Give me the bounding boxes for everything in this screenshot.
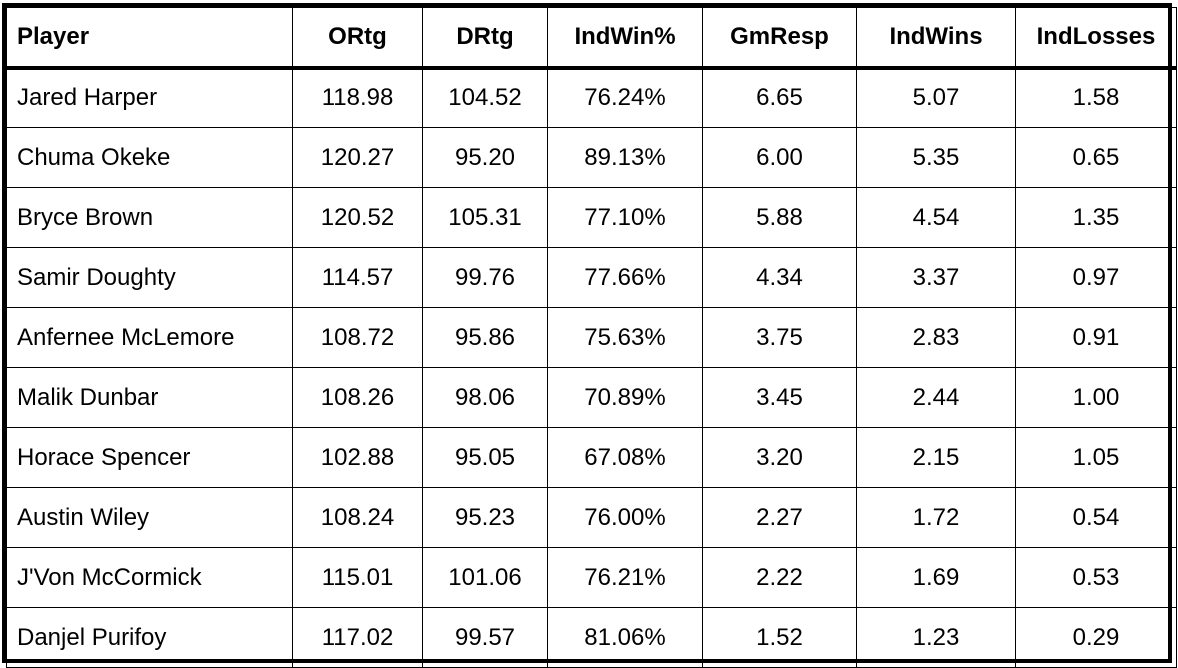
table-body: Jared Harper 118.98 104.52 76.24% 6.65 5… [6, 67, 1177, 668]
cell-gmresp: 2.22 [702, 547, 857, 608]
column-header-player: Player [6, 7, 293, 68]
cell-player: Horace Spencer [6, 427, 293, 488]
cell-drtg: 99.57 [422, 607, 548, 668]
cell-gmresp: 3.45 [702, 367, 857, 428]
column-header-ortg: ORtg [292, 7, 423, 68]
cell-indwin-pct: 89.13% [547, 127, 703, 188]
cell-player: Danjel Purifoy [6, 607, 293, 668]
column-header-gmresp: GmResp [702, 7, 857, 68]
cell-player: Samir Doughty [6, 247, 293, 308]
table-row: Samir Doughty 114.57 99.76 77.66% 4.34 3… [6, 247, 1177, 308]
cell-ortg: 120.27 [292, 127, 423, 188]
cell-indlosses: 0.65 [1015, 127, 1177, 188]
cell-player: Austin Wiley [6, 487, 293, 548]
cell-indwin-pct: 76.00% [547, 487, 703, 548]
cell-gmresp: 3.20 [702, 427, 857, 488]
cell-indwin-pct: 77.66% [547, 247, 703, 308]
cell-gmresp: 5.88 [702, 187, 857, 248]
cell-indwins: 2.15 [856, 427, 1016, 488]
cell-indwins: 1.69 [856, 547, 1016, 608]
cell-gmresp: 2.27 [702, 487, 857, 548]
cell-indlosses: 1.05 [1015, 427, 1177, 488]
table-row: Anfernee McLemore 108.72 95.86 75.63% 3.… [6, 307, 1177, 368]
cell-ortg: 108.72 [292, 307, 423, 368]
cell-ortg: 108.24 [292, 487, 423, 548]
cell-indwin-pct: 76.24% [547, 67, 703, 128]
cell-indwin-pct: 77.10% [547, 187, 703, 248]
cell-indwins: 5.07 [856, 67, 1016, 128]
cell-ortg: 114.57 [292, 247, 423, 308]
cell-drtg: 101.06 [422, 547, 548, 608]
table-row: J'Von McCormick 115.01 101.06 76.21% 2.2… [6, 547, 1177, 608]
cell-player: Bryce Brown [6, 187, 293, 248]
cell-drtg: 98.06 [422, 367, 548, 428]
column-header-indwin-pct: IndWin% [547, 7, 703, 68]
cell-ortg: 120.52 [292, 187, 423, 248]
cell-ortg: 118.98 [292, 67, 423, 128]
player-stats-table: Player ORtg DRtg IndWin% GmResp IndWins … [6, 7, 1177, 668]
cell-indwins: 1.72 [856, 487, 1016, 548]
cell-indwins: 5.35 [856, 127, 1016, 188]
cell-ortg: 117.02 [292, 607, 423, 668]
cell-drtg: 95.20 [422, 127, 548, 188]
table-row: Chuma Okeke 120.27 95.20 89.13% 6.00 5.3… [6, 127, 1177, 188]
cell-indlosses: 1.58 [1015, 67, 1177, 128]
cell-indlosses: 0.91 [1015, 307, 1177, 368]
column-header-drtg: DRtg [422, 7, 548, 68]
table-row: Bryce Brown 120.52 105.31 77.10% 5.88 4.… [6, 187, 1177, 248]
cell-indwins: 4.54 [856, 187, 1016, 248]
cell-indwin-pct: 75.63% [547, 307, 703, 368]
cell-indlosses: 0.97 [1015, 247, 1177, 308]
cell-ortg: 108.26 [292, 367, 423, 428]
cell-indwin-pct: 81.06% [547, 607, 703, 668]
column-header-indlosses: IndLosses [1015, 7, 1177, 68]
cell-indwin-pct: 67.08% [547, 427, 703, 488]
cell-indlosses: 0.53 [1015, 547, 1177, 608]
cell-indlosses: 1.35 [1015, 187, 1177, 248]
cell-drtg: 95.86 [422, 307, 548, 368]
cell-indwin-pct: 76.21% [547, 547, 703, 608]
header-row: Player ORtg DRtg IndWin% GmResp IndWins … [6, 7, 1177, 68]
cell-drtg: 99.76 [422, 247, 548, 308]
cell-indlosses: 0.29 [1015, 607, 1177, 668]
column-header-indwins: IndWins [856, 7, 1016, 68]
table-row: Malik Dunbar 108.26 98.06 70.89% 3.45 2.… [6, 367, 1177, 428]
cell-gmresp: 6.00 [702, 127, 857, 188]
cell-player: Anfernee McLemore [6, 307, 293, 368]
cell-player: Chuma Okeke [6, 127, 293, 188]
cell-gmresp: 6.65 [702, 67, 857, 128]
table-row: Austin Wiley 108.24 95.23 76.00% 2.27 1.… [6, 487, 1177, 548]
cell-indwin-pct: 70.89% [547, 367, 703, 428]
cell-indlosses: 1.00 [1015, 367, 1177, 428]
cell-drtg: 95.05 [422, 427, 548, 488]
cell-drtg: 104.52 [422, 67, 548, 128]
player-stats-table-container: Player ORtg DRtg IndWin% GmResp IndWins … [2, 3, 1177, 668]
cell-indwins: 2.83 [856, 307, 1016, 368]
table-row: Jared Harper 118.98 104.52 76.24% 6.65 5… [6, 67, 1177, 128]
table-row: Horace Spencer 102.88 95.05 67.08% 3.20 … [6, 427, 1177, 488]
cell-indwins: 1.23 [856, 607, 1016, 668]
cell-drtg: 95.23 [422, 487, 548, 548]
cell-gmresp: 4.34 [702, 247, 857, 308]
cell-ortg: 102.88 [292, 427, 423, 488]
cell-ortg: 115.01 [292, 547, 423, 608]
cell-player: Malik Dunbar [6, 367, 293, 428]
cell-player: Jared Harper [6, 67, 293, 128]
cell-player: J'Von McCormick [6, 547, 293, 608]
cell-indlosses: 0.54 [1015, 487, 1177, 548]
table-row: Danjel Purifoy 117.02 99.57 81.06% 1.52 … [6, 607, 1177, 668]
cell-gmresp: 3.75 [702, 307, 857, 368]
cell-indwins: 3.37 [856, 247, 1016, 308]
cell-indwins: 2.44 [856, 367, 1016, 428]
cell-gmresp: 1.52 [702, 607, 857, 668]
cell-drtg: 105.31 [422, 187, 548, 248]
